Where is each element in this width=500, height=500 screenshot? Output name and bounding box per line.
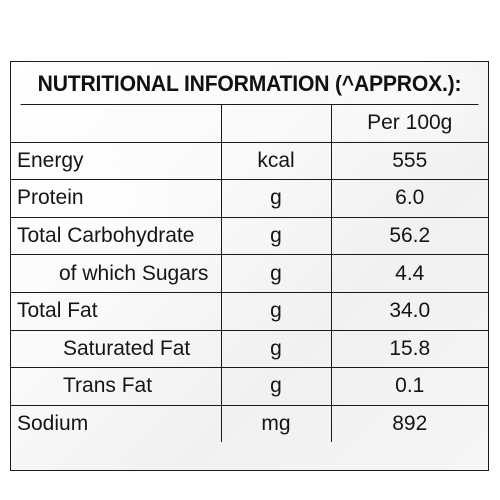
nutrition-title: NUTRITIONAL INFORMATION (^APPROX.): bbox=[20, 62, 479, 105]
nutrition-table: Per 100g Energy kcal 555 Protein g 6.0 T… bbox=[11, 105, 488, 443]
table-row: Protein g 6.0 bbox=[11, 179, 488, 218]
nutrient-name: Sodium bbox=[11, 404, 222, 443]
nutrient-unit: g bbox=[220, 216, 332, 256]
nutrient-name: of which Sugars bbox=[11, 254, 222, 293]
table-row: Total Fat g 34.0 bbox=[11, 291, 488, 331]
table-row: Total Carbohydrate g 56.2 bbox=[11, 216, 488, 256]
nutrient-name: Saturated Fat bbox=[11, 329, 222, 369]
nutrient-unit: mg bbox=[220, 404, 332, 443]
table-row: Sodium mg 892 bbox=[11, 404, 488, 443]
nutrition-label: NUTRITIONAL INFORMATION (^APPROX.): Per … bbox=[10, 61, 489, 471]
nutrient-name: Protein bbox=[11, 179, 222, 218]
header-nutrient-cell bbox=[11, 105, 222, 143]
table-header-row: Per 100g bbox=[11, 105, 488, 143]
nutrient-value: 555 bbox=[330, 141, 488, 181]
nutrient-value: 6.0 bbox=[330, 179, 488, 218]
nutrient-unit: g bbox=[220, 367, 332, 406]
header-per-100g: Per 100g bbox=[330, 105, 488, 143]
nutrient-name: Energy bbox=[11, 141, 222, 181]
nutrient-name: Trans Fat bbox=[11, 367, 222, 406]
nutrient-name: Total Carbohydrate bbox=[11, 216, 222, 256]
nutrient-value: 892 bbox=[330, 404, 488, 443]
nutrient-unit: g bbox=[220, 329, 332, 369]
nutrient-value: 34.0 bbox=[330, 291, 488, 331]
table-row: Energy kcal 555 bbox=[11, 141, 488, 181]
nutrient-unit: kcal bbox=[220, 141, 332, 181]
nutrient-unit: g bbox=[220, 291, 332, 331]
nutrient-value: 0.1 bbox=[330, 367, 488, 406]
nutrient-value: 4.4 bbox=[330, 254, 488, 293]
table-row: Trans Fat g 0.1 bbox=[11, 367, 488, 406]
table-row: Saturated Fat g 15.8 bbox=[11, 329, 488, 369]
nutrient-unit: g bbox=[220, 254, 332, 293]
nutrient-value: 56.2 bbox=[330, 216, 488, 256]
table-row: of which Sugars g 4.4 bbox=[11, 254, 488, 293]
nutrient-unit: g bbox=[220, 179, 332, 218]
nutrient-value: 15.8 bbox=[330, 329, 488, 369]
nutrient-name: Total Fat bbox=[11, 291, 222, 331]
header-unit-cell bbox=[220, 105, 332, 143]
